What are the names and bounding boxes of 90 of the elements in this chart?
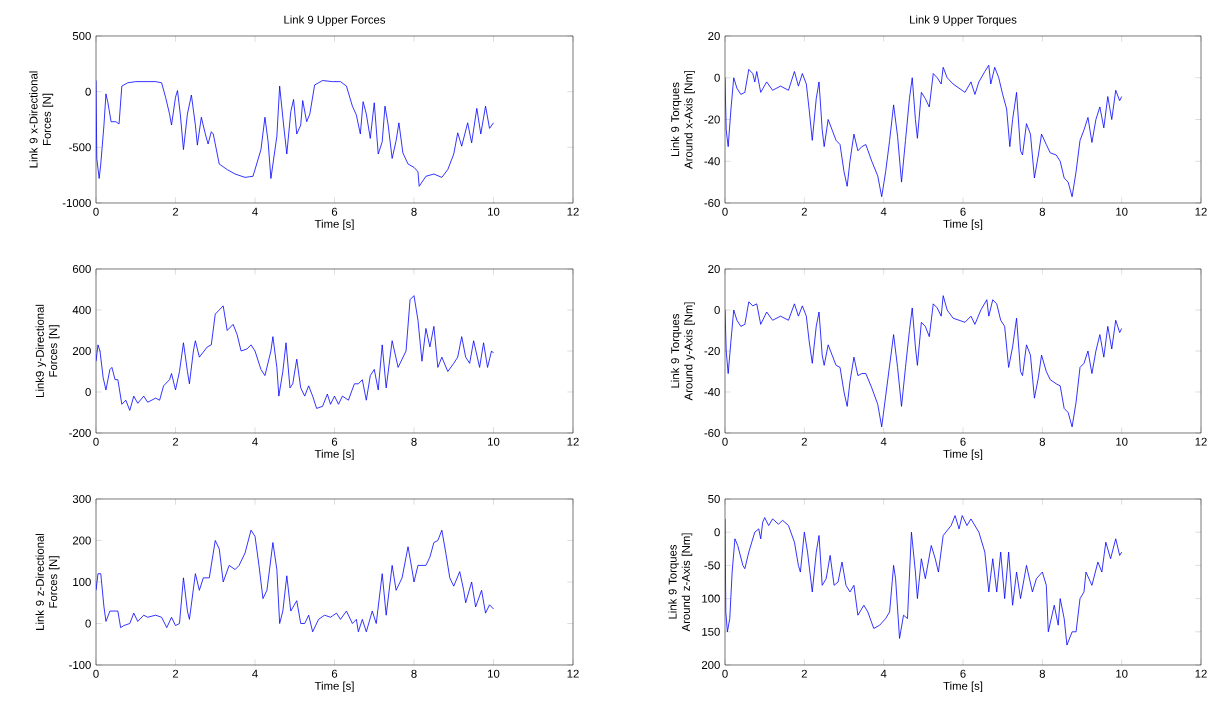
x-tick-label: 0 <box>93 207 99 216</box>
x-tick-label: 12 <box>1195 437 1207 446</box>
x-tick-label: 8 <box>1039 669 1046 678</box>
x-tick-label: 4 <box>252 207 258 216</box>
x-tick-label: 6 <box>960 437 966 446</box>
x-tick-label: 10 <box>1116 207 1128 216</box>
y-tick-label: -200 <box>69 428 91 437</box>
y-tick-label: 0 <box>714 528 720 537</box>
x-tick-label: 2 <box>172 669 179 678</box>
y-tick-label: 20 <box>708 32 720 41</box>
x-tick-label: 4 <box>880 669 887 678</box>
x-tick-label: 0 <box>93 669 99 678</box>
x-tick-label: 0 <box>93 437 99 446</box>
x-tick-label: 8 <box>411 669 417 678</box>
y-tick-label: 200 <box>72 346 91 355</box>
line-series <box>725 515 1123 646</box>
x-tick-label: 0 <box>722 669 728 678</box>
y-tick-label: 100 <box>73 578 91 586</box>
y-tick-label: -60 <box>704 198 720 207</box>
y-tick-label: 0 <box>85 87 91 96</box>
x-tick-label: 6 <box>331 437 338 446</box>
y-tick-label: 50 <box>708 495 720 504</box>
y-tick-label: 150 <box>702 627 720 636</box>
x-axis-title: Time [s] <box>314 681 354 693</box>
line-series <box>96 80 494 187</box>
x-tick-label: 4 <box>252 437 258 446</box>
x-tick-label: 8 <box>411 207 417 216</box>
x-axis-title: Time [s] <box>314 449 354 461</box>
x-tick-label: 4 <box>880 437 887 446</box>
y-tick-label: -40 <box>704 387 720 396</box>
x-tick-label: 8 <box>411 437 417 446</box>
y-tick-label: -60 <box>704 428 720 437</box>
y-axis-title: Link 9 Torques Around z-Axis [Nm] <box>668 533 693 632</box>
x-tick-label: 10 <box>488 437 500 446</box>
x-tick-label: 2 <box>172 207 179 216</box>
y-tick-label: -1000 <box>62 198 91 207</box>
y-tick-label: 300 <box>72 494 91 503</box>
x-tick-label: 6 <box>331 669 338 678</box>
x-tick-label: 10 <box>1116 669 1128 678</box>
y-tick-label: -100 <box>69 661 91 669</box>
x-tick-label: 6 <box>960 207 966 216</box>
x-tick-label: 12 <box>567 669 579 678</box>
x-axis-title: Time [s] <box>314 219 354 231</box>
x-tick-label: 8 <box>1039 207 1046 216</box>
y-tick-label: 200 <box>72 536 91 545</box>
x-axis-title: Time [s] <box>943 219 983 231</box>
y-tick-label: 0 <box>714 73 720 82</box>
x-tick-label: 0 <box>722 437 728 446</box>
y-axis-title: Link9 y-Directional Forces [N] <box>35 304 60 397</box>
x-tick-label: 2 <box>801 207 807 216</box>
y-tick-label: 100 <box>702 594 720 603</box>
y-axis-title: Link 9 Torques Around y-Axis [Nm] <box>670 302 695 401</box>
y-tick-label: 200 <box>701 661 720 669</box>
x-tick-label: 12 <box>1195 207 1207 216</box>
y-tick-label: -50 <box>704 561 720 570</box>
chart-title: Link 9 Upper Torques <box>910 15 1017 26</box>
y-tick-label: 20 <box>708 264 720 273</box>
x-tick-label: 4 <box>252 669 258 678</box>
x-axis-title: Time [s] <box>943 681 983 693</box>
x-tick-label: 0 <box>722 207 728 216</box>
line-series <box>725 64 1123 198</box>
x-tick-label: 2 <box>801 437 807 446</box>
x-tick-label: 2 <box>801 669 807 678</box>
y-tick-label: 500 <box>72 31 91 40</box>
x-tick-label: 10 <box>1116 437 1128 446</box>
y-tick-label: -40 <box>704 157 720 166</box>
y-tick-label: 0 <box>85 619 91 628</box>
y-tick-label: 600 <box>72 264 91 273</box>
x-tick-label: 4 <box>880 207 887 216</box>
x-tick-label: 12 <box>567 437 579 446</box>
x-tick-label: 12 <box>1195 669 1207 678</box>
y-axis-title: Link 9 Torques Around x-Axis [Nm] <box>670 70 695 169</box>
x-axis-title: Time [s] <box>943 449 983 461</box>
y-tick-label: -500 <box>69 143 91 152</box>
x-tick-label: 12 <box>567 207 579 216</box>
y-tick-label: 400 <box>72 305 91 314</box>
y-tick-label: -20 <box>704 115 720 124</box>
y-axis-title: Link 9 z-Directional Forces [N] <box>35 533 60 630</box>
y-tick-label: 0 <box>85 387 91 396</box>
x-tick-label: 10 <box>488 207 500 216</box>
x-tick-label: 8 <box>1039 437 1046 446</box>
x-tick-label: 10 <box>488 669 500 678</box>
line-series <box>96 295 494 411</box>
y-tick-label: -20 <box>704 346 720 355</box>
y-tick-label: 0 <box>714 305 720 314</box>
chart-title: Link 9 Upper Forces <box>284 15 386 26</box>
x-tick-label: 6 <box>331 207 338 216</box>
x-tick-label: 6 <box>960 669 966 678</box>
x-tick-label: 2 <box>172 437 179 446</box>
y-axis-title: Link 9 x-Directional Forces [N] <box>29 71 54 168</box>
